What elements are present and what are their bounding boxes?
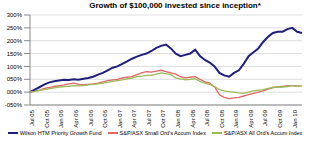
svg-text:Jul 07: Jul 07 <box>146 109 152 126</box>
svg-text:Jan 06: Jan 06 <box>58 109 64 128</box>
svg-text:Oct 05: Oct 05 <box>44 109 50 127</box>
svg-text:150%: 150% <box>8 51 23 57</box>
svg-text:Jan 07: Jan 07 <box>117 109 123 128</box>
svg-text:Oct 09: Oct 09 <box>277 109 283 127</box>
svg-text:050%: 050% <box>8 76 23 82</box>
html-text:S&P/ASX All Ord's Accum Index: S&P/ASX All Ord's Accum Index <box>223 130 303 136</box>
svg-text:Apr 09: Apr 09 <box>248 109 254 127</box>
svg-text:Apr 07: Apr 07 <box>131 109 137 127</box>
svg-text:Oct 06: Oct 06 <box>102 109 108 127</box>
svg-text:Apr 08: Apr 08 <box>190 109 196 127</box>
svg-text:Oct 08: Oct 08 <box>219 109 225 127</box>
svg-text:200%: 200% <box>8 38 23 44</box>
svg-text:000%: 000% <box>8 89 23 95</box>
html-text:Growth of $100,000 invested si: Growth of $100,000 invested since incept… <box>89 1 261 10</box>
html-text:Wilson HTM Priority Growth Fun: Wilson HTM Priority Growth Fund <box>19 130 102 136</box>
svg-text:250%: 250% <box>8 25 23 31</box>
svg-text:Apr 06: Apr 06 <box>73 109 79 127</box>
svg-text:Jul 06: Jul 06 <box>88 109 94 126</box>
svg-text:Jan 08: Jan 08 <box>175 109 181 128</box>
svg-text:Jul 05: Jul 05 <box>29 109 35 126</box>
svg-text:Jul 09: Jul 09 <box>262 109 268 126</box>
html-text:S&P/ASX Small Ord's Accum Inde: S&P/ASX Small Ord's Accum Index <box>119 130 206 136</box>
svg-text:300%: 300% <box>8 12 23 18</box>
svg-text:Jul 08: Jul 08 <box>204 109 210 126</box>
svg-text:Oct 07: Oct 07 <box>160 109 166 127</box>
svg-text:Jan 10: Jan 10 <box>292 109 298 128</box>
svg-text:100%: 100% <box>8 64 23 70</box>
svg-text:-050%: -050% <box>8 102 23 108</box>
svg-text:Jan 09: Jan 09 <box>233 109 239 128</box>
